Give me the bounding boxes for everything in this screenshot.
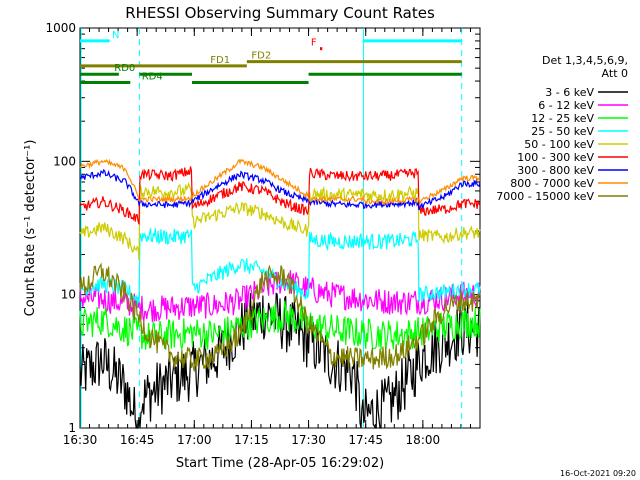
x-tick-label: 17:45 [348, 433, 383, 447]
legend-header-line2: Att 0 [602, 67, 628, 80]
annotation-label: N [112, 30, 119, 41]
legend-header-line1: Det 1,3,4,5,6,9, [542, 54, 628, 67]
y-tick-label: 1000 [45, 21, 76, 35]
series-line-4 [79, 181, 481, 261]
y-tick-label: 100 [53, 154, 76, 168]
annotation-label: FD2 [251, 51, 271, 62]
boundary-markers [80, 28, 463, 428]
y-tick-label: 10 [61, 288, 76, 302]
series-line-8 [79, 262, 481, 372]
y-tick-labels: 1 10 100 1000 [45, 21, 76, 435]
series-line-5 [79, 166, 481, 225]
x-tick-label: 18:00 [406, 433, 441, 447]
series-line-0 [79, 292, 481, 429]
legend-label: 25 - 50 keV [531, 125, 594, 138]
y-axis-label: Count Rate (s⁻¹ detector⁻¹) [23, 140, 38, 317]
y-tick-label: 1 [68, 421, 76, 435]
footer-timestamp: 16-Oct-2021 09:20 [560, 469, 636, 478]
legend-label: 3 - 6 keV [545, 86, 594, 99]
series-line-6 [79, 168, 481, 211]
annotation-label: RD4 [142, 72, 163, 83]
x-tick-label: 17:00 [177, 433, 212, 447]
x-axis-label: Start Time (28-Apr-05 16:29:02) [176, 456, 384, 471]
legend-label: 7000 - 15000 keV [496, 190, 594, 203]
annotation-label: F [311, 38, 317, 49]
chart-title: RHESSI Observing Summary Count Rates [125, 4, 435, 22]
legend-label: 6 - 12 keV [538, 99, 594, 112]
legend-label: 12 - 25 keV [531, 112, 594, 125]
legend-label: 50 - 100 keV [524, 138, 594, 151]
x-tick-labels: 16:30 16:45 17:00 17:15 17:30 17:45 18:00 [63, 433, 440, 447]
x-tick-label: 16:30 [63, 433, 98, 447]
series-line-3 [79, 228, 481, 306]
x-tick-label: 16:45 [120, 433, 155, 447]
series-group [79, 158, 481, 429]
x-tick-label: 17:15 [234, 433, 269, 447]
legend-label: 100 - 300 keV [517, 151, 594, 164]
annotation-group: N FD1 FD2 F RD0 RD4 [80, 30, 462, 85]
series-line-7 [79, 158, 481, 206]
annotation-label: RD0 [114, 63, 135, 74]
series-line-2 [79, 300, 481, 351]
annotation-label: FD1 [210, 55, 230, 66]
legend-label: 800 - 7000 keV [510, 177, 594, 190]
x-tick-label: 17:30 [291, 433, 326, 447]
series-line-1 [79, 270, 481, 323]
legend-label: 300 - 800 keV [517, 164, 594, 177]
